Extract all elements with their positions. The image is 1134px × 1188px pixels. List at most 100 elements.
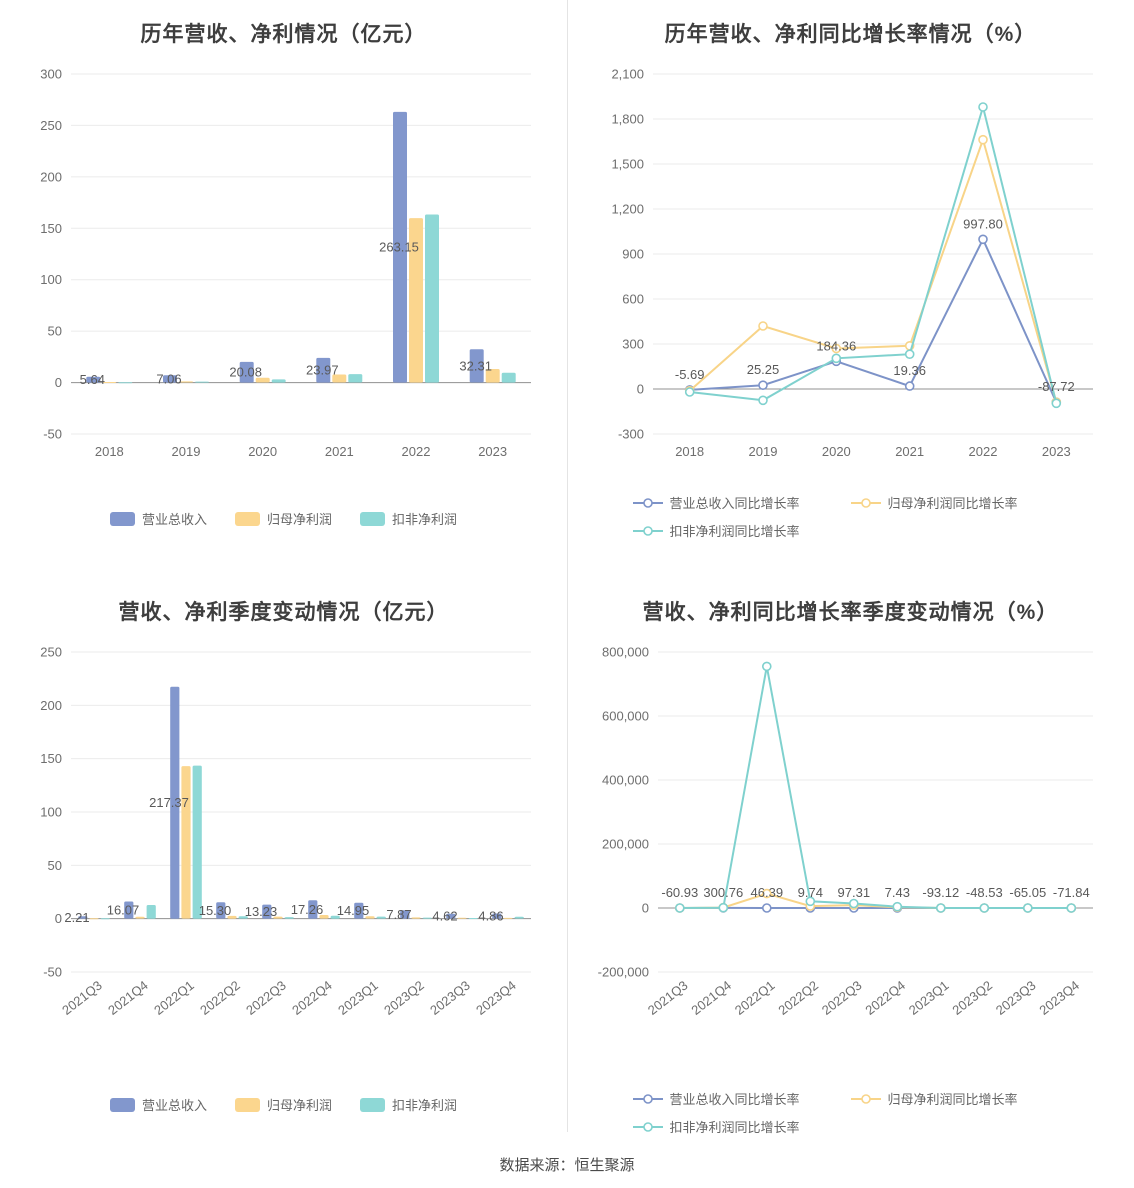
svg-text:100: 100 [40, 805, 62, 820]
svg-text:2023Q4: 2023Q4 [473, 978, 519, 1018]
svg-text:2019: 2019 [749, 444, 778, 459]
svg-text:50: 50 [48, 324, 62, 339]
svg-text:2023Q4: 2023Q4 [1036, 978, 1082, 1018]
legend-item-series-2[interactable]: 扣非净利润同比增长率 [632, 1117, 851, 1136]
svg-text:15.30: 15.30 [199, 903, 232, 918]
legend-swatch [234, 511, 260, 526]
svg-text:2023Q1: 2023Q1 [906, 978, 952, 1018]
value-labels: -60.93 300.76 46.39 9.74 97.31 7.43 -93.12 -48.… [661, 885, 1089, 900]
svg-text:4.62: 4.62 [432, 909, 457, 924]
svg-text:-71.84: -71.84 [1053, 885, 1090, 900]
svg-text:-5.69: -5.69 [675, 367, 705, 382]
svg-text:997.80: 997.80 [963, 216, 1003, 231]
legend-line-marker [632, 525, 663, 536]
svg-text:200,000: 200,000 [602, 837, 649, 852]
line-series-0 [684, 234, 1062, 408]
svg-text:263.15: 263.15 [379, 240, 419, 255]
legend-label: 扣非净利润 [392, 1098, 458, 1113]
svg-text:0: 0 [637, 382, 644, 397]
bar-series-1 [89, 766, 513, 920]
legend-line-marker [632, 1121, 663, 1132]
svg-text:14.95: 14.95 [337, 903, 370, 918]
legend-item-series-1[interactable]: 归母净利润同比增长率 [850, 493, 1069, 512]
quarterly-growth-chart: -200,000 0 200,000 400,000 600,000 800,000 202… [598, 645, 1093, 1018]
svg-text:-50: -50 [43, 427, 62, 442]
legend-line-marker [632, 1093, 663, 1104]
svg-text:2022Q2: 2022Q2 [775, 978, 821, 1018]
svg-text:300: 300 [622, 337, 644, 352]
svg-text:-200,000: -200,000 [598, 965, 649, 980]
svg-text:-60.93: -60.93 [661, 885, 698, 900]
legend-item-series-1[interactable]: 归母净利润同比增长率 [850, 1089, 1069, 1108]
x-axis-labels: 2018 2019 2020 2021 2022 2023 [675, 444, 1071, 459]
svg-text:2022Q3: 2022Q3 [819, 978, 865, 1018]
annual-values-legend: 营业总收入 归母净利润 扣非净利润 [0, 509, 567, 528]
bar-series-2 [118, 214, 516, 384]
svg-text:-300: -300 [618, 427, 644, 442]
svg-text:184.36: 184.36 [816, 338, 856, 353]
svg-text:17.26: 17.26 [291, 902, 324, 917]
legend-item-series-0[interactable]: 营业总收入同比增长率 [632, 493, 851, 512]
chart-section-quarterly-values: 营收、净利季度变动情况（亿元） -50 0 50 100 150 200 250 2021Q3… [0, 578, 567, 1140]
svg-text:19.36: 19.36 [893, 363, 926, 378]
svg-text:16.07: 16.07 [107, 903, 140, 918]
svg-text:2021Q4: 2021Q4 [688, 978, 734, 1018]
svg-text:2018: 2018 [95, 444, 124, 459]
svg-text:1,500: 1,500 [611, 157, 644, 172]
legend-item-series-0[interactable]: 营业总收入 [109, 509, 207, 528]
annual-growth-title: 历年营收、净利同比增长率情况（%） [664, 23, 1037, 46]
svg-text:600,000: 600,000 [602, 709, 649, 724]
line-series-2 [684, 102, 1062, 409]
svg-text:-87.72: -87.72 [1038, 379, 1075, 394]
legend-item-series-0[interactable]: 营业总收入 [109, 1095, 207, 1114]
svg-text:2.21: 2.21 [64, 910, 89, 925]
legend-item-series-0[interactable]: 营业总收入同比增长率 [632, 1089, 851, 1108]
legend-item-series-2[interactable]: 扣非净利润同比增长率 [632, 521, 851, 540]
svg-text:2021Q4: 2021Q4 [105, 978, 151, 1018]
legend-swatch [360, 511, 385, 526]
svg-text:400,000: 400,000 [602, 773, 649, 788]
svg-text:7.06: 7.06 [156, 371, 181, 386]
line-series-1 [684, 134, 1062, 408]
legend-item-series-1[interactable]: 归母净利润 [234, 509, 332, 528]
quarterly-values-title: 营收、净利季度变动情况（亿元） [118, 601, 449, 624]
legend-line-marker [850, 497, 881, 508]
svg-text:97.31: 97.31 [838, 885, 871, 900]
svg-text:250: 250 [40, 645, 62, 660]
svg-text:2023: 2023 [1042, 444, 1071, 459]
svg-text:900: 900 [622, 247, 644, 262]
svg-text:200: 200 [40, 698, 62, 713]
svg-text:217.37: 217.37 [149, 795, 189, 810]
svg-text:23.97: 23.97 [306, 363, 339, 378]
svg-text:2020: 2020 [248, 444, 277, 459]
svg-text:32.31: 32.31 [459, 359, 492, 374]
chart-section-annual-growth: 历年营收、净利同比增长率情况（%） -300 0 300 600 900 1,200 1,5… [567, 0, 1134, 578]
svg-text:2,100: 2,100 [611, 67, 644, 82]
legend-item-series-2[interactable]: 扣非净利润 [360, 1095, 457, 1114]
legend-item-series-2[interactable]: 扣非净利润 [360, 509, 457, 528]
bar-series-0 [78, 686, 502, 919]
legend-label: 归母净利润同比增长率 [887, 1092, 1018, 1107]
svg-text:0: 0 [642, 901, 649, 916]
svg-text:250: 250 [40, 118, 62, 133]
svg-text:7.87: 7.87 [386, 907, 411, 922]
svg-text:46.39: 46.39 [751, 885, 784, 900]
svg-text:2021: 2021 [895, 444, 924, 459]
svg-text:0: 0 [55, 375, 62, 390]
svg-text:2023Q2: 2023Q2 [381, 978, 427, 1018]
svg-text:50: 50 [48, 858, 62, 873]
value-labels: 5.64 7.06 20.08 23.97 263.15 32.31 [80, 240, 492, 388]
svg-text:2023Q3: 2023Q3 [427, 978, 473, 1018]
legend-label: 营业总收入同比增长率 [669, 496, 800, 511]
svg-text:7.43: 7.43 [885, 885, 910, 900]
svg-text:13.23: 13.23 [245, 904, 278, 919]
legend-label: 归母净利润 [266, 512, 332, 527]
svg-text:1,800: 1,800 [611, 112, 644, 127]
legend-label: 归母净利润同比增长率 [887, 496, 1018, 511]
svg-text:5.64: 5.64 [80, 372, 105, 387]
data-source: 数据来源：恒生聚源 [499, 1157, 635, 1174]
svg-text:2021Q3: 2021Q3 [59, 978, 105, 1018]
legend-item-series-1[interactable]: 归母净利润 [234, 1095, 332, 1114]
